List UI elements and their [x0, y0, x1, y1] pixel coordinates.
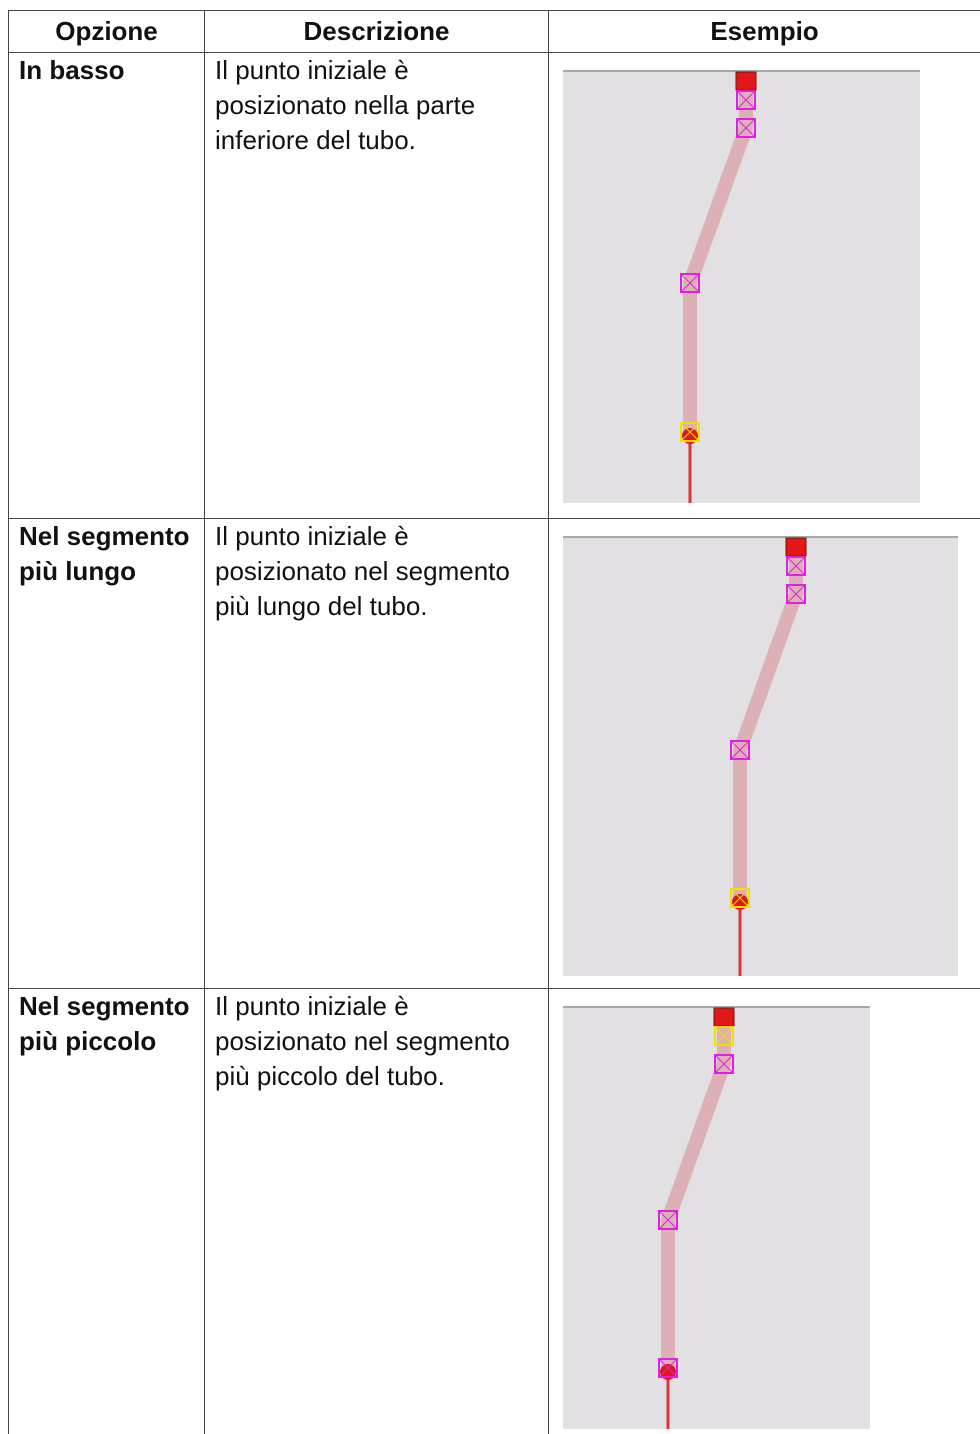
row: In basso Il punto iniziale è posizionato…: [9, 53, 980, 519]
example: [549, 53, 980, 519]
row: Nel segmento più piccolo Il punto inizia…: [9, 989, 980, 1434]
option: In basso: [9, 53, 205, 519]
start-marker: [786, 538, 806, 556]
option: Nel segmento più lungo: [9, 519, 205, 989]
description: Il punto iniziale è posizionato nel segm…: [205, 519, 549, 989]
description: Il punto iniziale è posizionato nel segm…: [205, 989, 549, 1434]
header-cell: Descrizione: [205, 11, 549, 53]
background: [563, 536, 958, 976]
header-row: Opzione Descrizione Esempio: [9, 11, 980, 53]
description: Il punto iniziale è posizionato nella pa…: [205, 53, 549, 519]
example: [549, 989, 980, 1434]
row: Nel segmento più lungo Il punto iniziale…: [9, 519, 980, 989]
options-table: Opzione Descrizione Esempio In basso Il …: [8, 10, 980, 1434]
example-image: [563, 536, 958, 976]
example-image: [563, 70, 920, 503]
example: [549, 519, 980, 989]
header-cell: Opzione: [9, 11, 205, 53]
header-cell: Esempio: [549, 11, 980, 53]
option: Nel segmento più piccolo: [9, 989, 205, 1434]
start-marker: [736, 72, 756, 90]
start-marker: [714, 1008, 734, 1026]
example-image: [563, 1006, 870, 1429]
